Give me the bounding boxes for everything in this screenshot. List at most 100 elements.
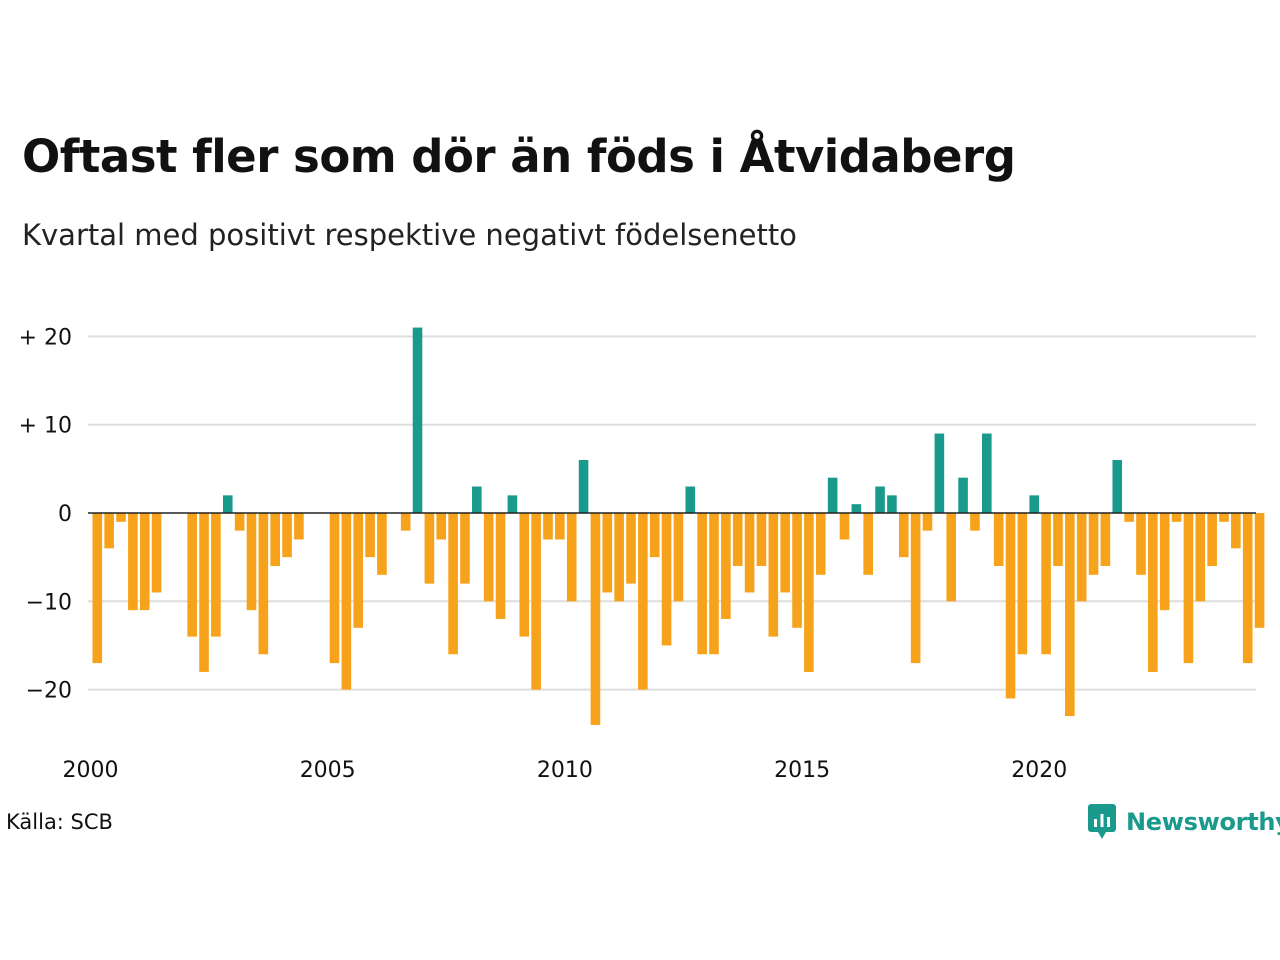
quarter-bar [697, 513, 707, 655]
quarter-bar [815, 513, 826, 575]
quarter-bar [211, 513, 221, 637]
quarter-bar [104, 513, 114, 549]
quarter-bar [638, 513, 648, 690]
quarter-bar [1195, 513, 1206, 602]
grid-layer [88, 335, 1256, 691]
quarter-bar [887, 495, 897, 513]
quarter-bar [151, 513, 162, 593]
quarter-bar [982, 433, 992, 513]
y-tick-label: 0 [58, 502, 72, 527]
quarter-bar [341, 513, 352, 690]
quarter-bar [412, 327, 423, 513]
y-tick-label: −20 [26, 679, 72, 704]
quarter-bar [1029, 495, 1040, 513]
quarter-bar [1053, 513, 1063, 566]
quarter-bar [424, 513, 435, 584]
quarter-bar [744, 513, 755, 593]
y-tick-label: + 20 [19, 325, 72, 350]
x-tick-label: 2000 [63, 758, 119, 783]
quarter-bar [1136, 513, 1146, 575]
bar-layer [92, 327, 1265, 725]
quarter-bar [400, 513, 411, 531]
quarter-bar [756, 513, 767, 566]
quarter-bar [780, 513, 790, 593]
quarter-bar [234, 513, 245, 531]
quarter-bar [1041, 513, 1051, 655]
quarter-bar [1017, 513, 1028, 655]
quarter-bar [187, 513, 197, 637]
quarter-bar [353, 513, 364, 628]
newsworthy-logo-icon [1088, 804, 1116, 839]
quarter-bar [1242, 513, 1253, 664]
quarter-bar [139, 513, 150, 611]
newsworthy-logo: Newsworthy [1088, 804, 1280, 840]
quarter-bar [792, 513, 802, 628]
axis-label-layer: + 20 + 10 0 −10 −20 2000 2005 2010 2015 2020 [19, 325, 1068, 783]
quarter-bar [709, 513, 719, 655]
quarter-bar [270, 513, 280, 566]
quarter-bar [804, 513, 814, 672]
quarter-bar [460, 513, 470, 584]
x-tick-label: 2020 [1011, 758, 1067, 783]
quarter-bar [566, 513, 577, 602]
quarter-bar [590, 513, 601, 725]
quarter-bar [436, 513, 447, 540]
quarter-bar [1124, 513, 1134, 522]
quarter-bar [934, 433, 945, 513]
quarter-bar [543, 513, 553, 540]
quarter-bar [851, 504, 862, 513]
chart-subtitle: Kvartal med positivt respektive negativt… [22, 218, 797, 252]
y-tick-label: + 10 [19, 414, 72, 439]
quarter-bar [958, 477, 968, 513]
quarter-bar [875, 486, 885, 513]
x-tick-label: 2015 [774, 758, 830, 783]
quarter-bar [199, 513, 209, 672]
quarter-bar [1159, 513, 1170, 611]
quarter-bar [365, 513, 375, 558]
quarter-bar [614, 513, 624, 602]
quarter-bar [970, 513, 980, 531]
x-tick-label: 2005 [300, 758, 356, 783]
quarter-bar [1254, 513, 1265, 628]
quarter-bar [946, 513, 957, 602]
y-tick-label: −10 [26, 590, 72, 615]
quarter-bar [294, 513, 304, 540]
chart-title: Oftast fler som dör än föds i Åtvidaberg [22, 130, 1016, 183]
quarter-bar [555, 513, 565, 540]
quarter-bar [448, 513, 458, 655]
quarter-bar [531, 513, 541, 690]
quarter-bar [507, 495, 518, 513]
quarter-bar [993, 513, 1004, 566]
quarter-bar [1076, 513, 1087, 602]
quarter-bar [128, 513, 138, 611]
quarter-bar [472, 486, 482, 513]
quarter-bar [863, 513, 873, 575]
quarter-bar [649, 513, 660, 558]
quarter-bar [661, 513, 672, 646]
quarter-bar [732, 513, 743, 566]
newsworthy-logo-text: Newsworthy [1126, 808, 1280, 836]
x-tick-label: 2010 [537, 758, 593, 783]
quarter-bar [1065, 513, 1075, 717]
quarter-bar [246, 513, 257, 611]
quarter-bar [92, 513, 103, 664]
quarter-bar [910, 513, 921, 664]
quarter-bar [116, 513, 126, 522]
quarter-bar [329, 513, 340, 664]
quarter-bar [578, 460, 589, 513]
quarter-bar [483, 513, 494, 602]
quarter-bar [839, 513, 850, 540]
quarter-bar [685, 486, 696, 513]
quarter-bar [1148, 513, 1158, 672]
quarter-bar [1219, 513, 1229, 522]
quarter-bar [1088, 513, 1099, 575]
quarter-bar [282, 513, 292, 558]
quarter-bar [626, 513, 636, 584]
quarter-bar [1100, 513, 1111, 566]
quarter-bar [827, 477, 838, 513]
quarter-bar [1231, 513, 1241, 549]
quarter-bar [768, 513, 779, 637]
quarter-bar [673, 513, 684, 602]
quarter-bar [258, 513, 269, 655]
quarter-bar [377, 513, 387, 575]
